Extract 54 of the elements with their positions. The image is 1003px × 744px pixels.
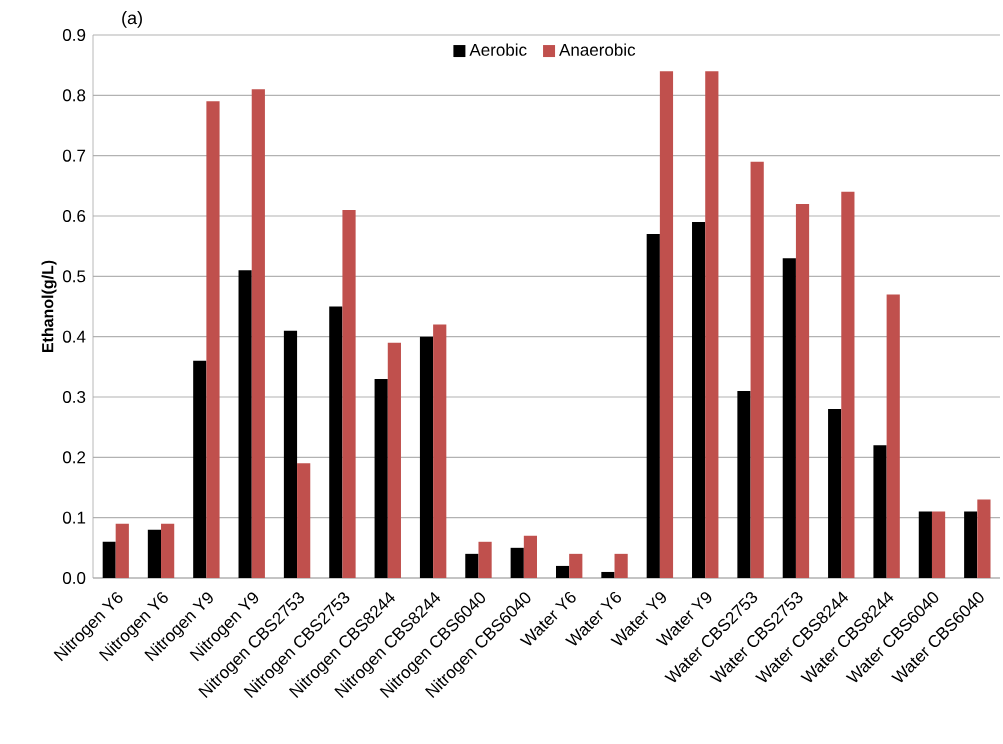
y-tick-label: 0.1 <box>62 511 86 524</box>
y-tick-label: 0.3 <box>62 390 86 403</box>
bar <box>659 71 674 578</box>
bar <box>206 101 220 578</box>
legend-label: Anaerobic <box>559 43 636 56</box>
bar <box>918 511 932 578</box>
text: (a) <box>122 11 142 28</box>
bar <box>433 324 447 578</box>
bar <box>478 541 492 578</box>
y-axis-title: Ethanol(g/L) <box>41 260 57 353</box>
bar <box>569 553 583 578</box>
legend-label: Aerobic <box>469 43 527 56</box>
bar <box>115 523 129 578</box>
bar <box>750 161 764 578</box>
y-tick-label: 0.8 <box>62 89 86 102</box>
bar <box>465 553 479 578</box>
bar <box>147 529 162 578</box>
bar <box>374 378 388 578</box>
bar <box>419 336 434 578</box>
bar <box>737 390 751 578</box>
bar <box>387 342 401 578</box>
bar <box>692 222 706 578</box>
bar <box>283 330 298 578</box>
bar <box>555 565 570 578</box>
bar <box>782 258 796 578</box>
bar <box>964 511 978 578</box>
bar <box>297 463 311 578</box>
bar <box>193 360 207 578</box>
bar <box>886 294 900 578</box>
bar <box>828 409 842 578</box>
y-tick-label: 0.0 <box>62 571 86 584</box>
bar <box>523 535 538 578</box>
y-tick-label: 0.4 <box>62 330 86 343</box>
bar <box>795 203 810 578</box>
bar <box>251 89 265 578</box>
bar <box>161 523 175 578</box>
bar <box>329 306 343 578</box>
bar <box>841 191 855 578</box>
bar <box>510 547 524 578</box>
y-tick-label: 0.9 <box>62 28 86 41</box>
bar <box>705 71 719 578</box>
bar <box>646 234 660 578</box>
bar <box>601 571 615 578</box>
bar <box>977 499 991 578</box>
bar <box>342 209 356 578</box>
y-tick-label: 0.7 <box>62 149 86 162</box>
bar <box>614 553 628 578</box>
y-tick-label: 0.6 <box>62 209 86 222</box>
bar <box>102 541 116 578</box>
y-tick-label: 0.2 <box>62 451 86 464</box>
bar <box>873 445 887 578</box>
bar <box>238 270 252 578</box>
bar <box>931 511 946 578</box>
y-tick-label: 0.5 <box>62 270 86 283</box>
